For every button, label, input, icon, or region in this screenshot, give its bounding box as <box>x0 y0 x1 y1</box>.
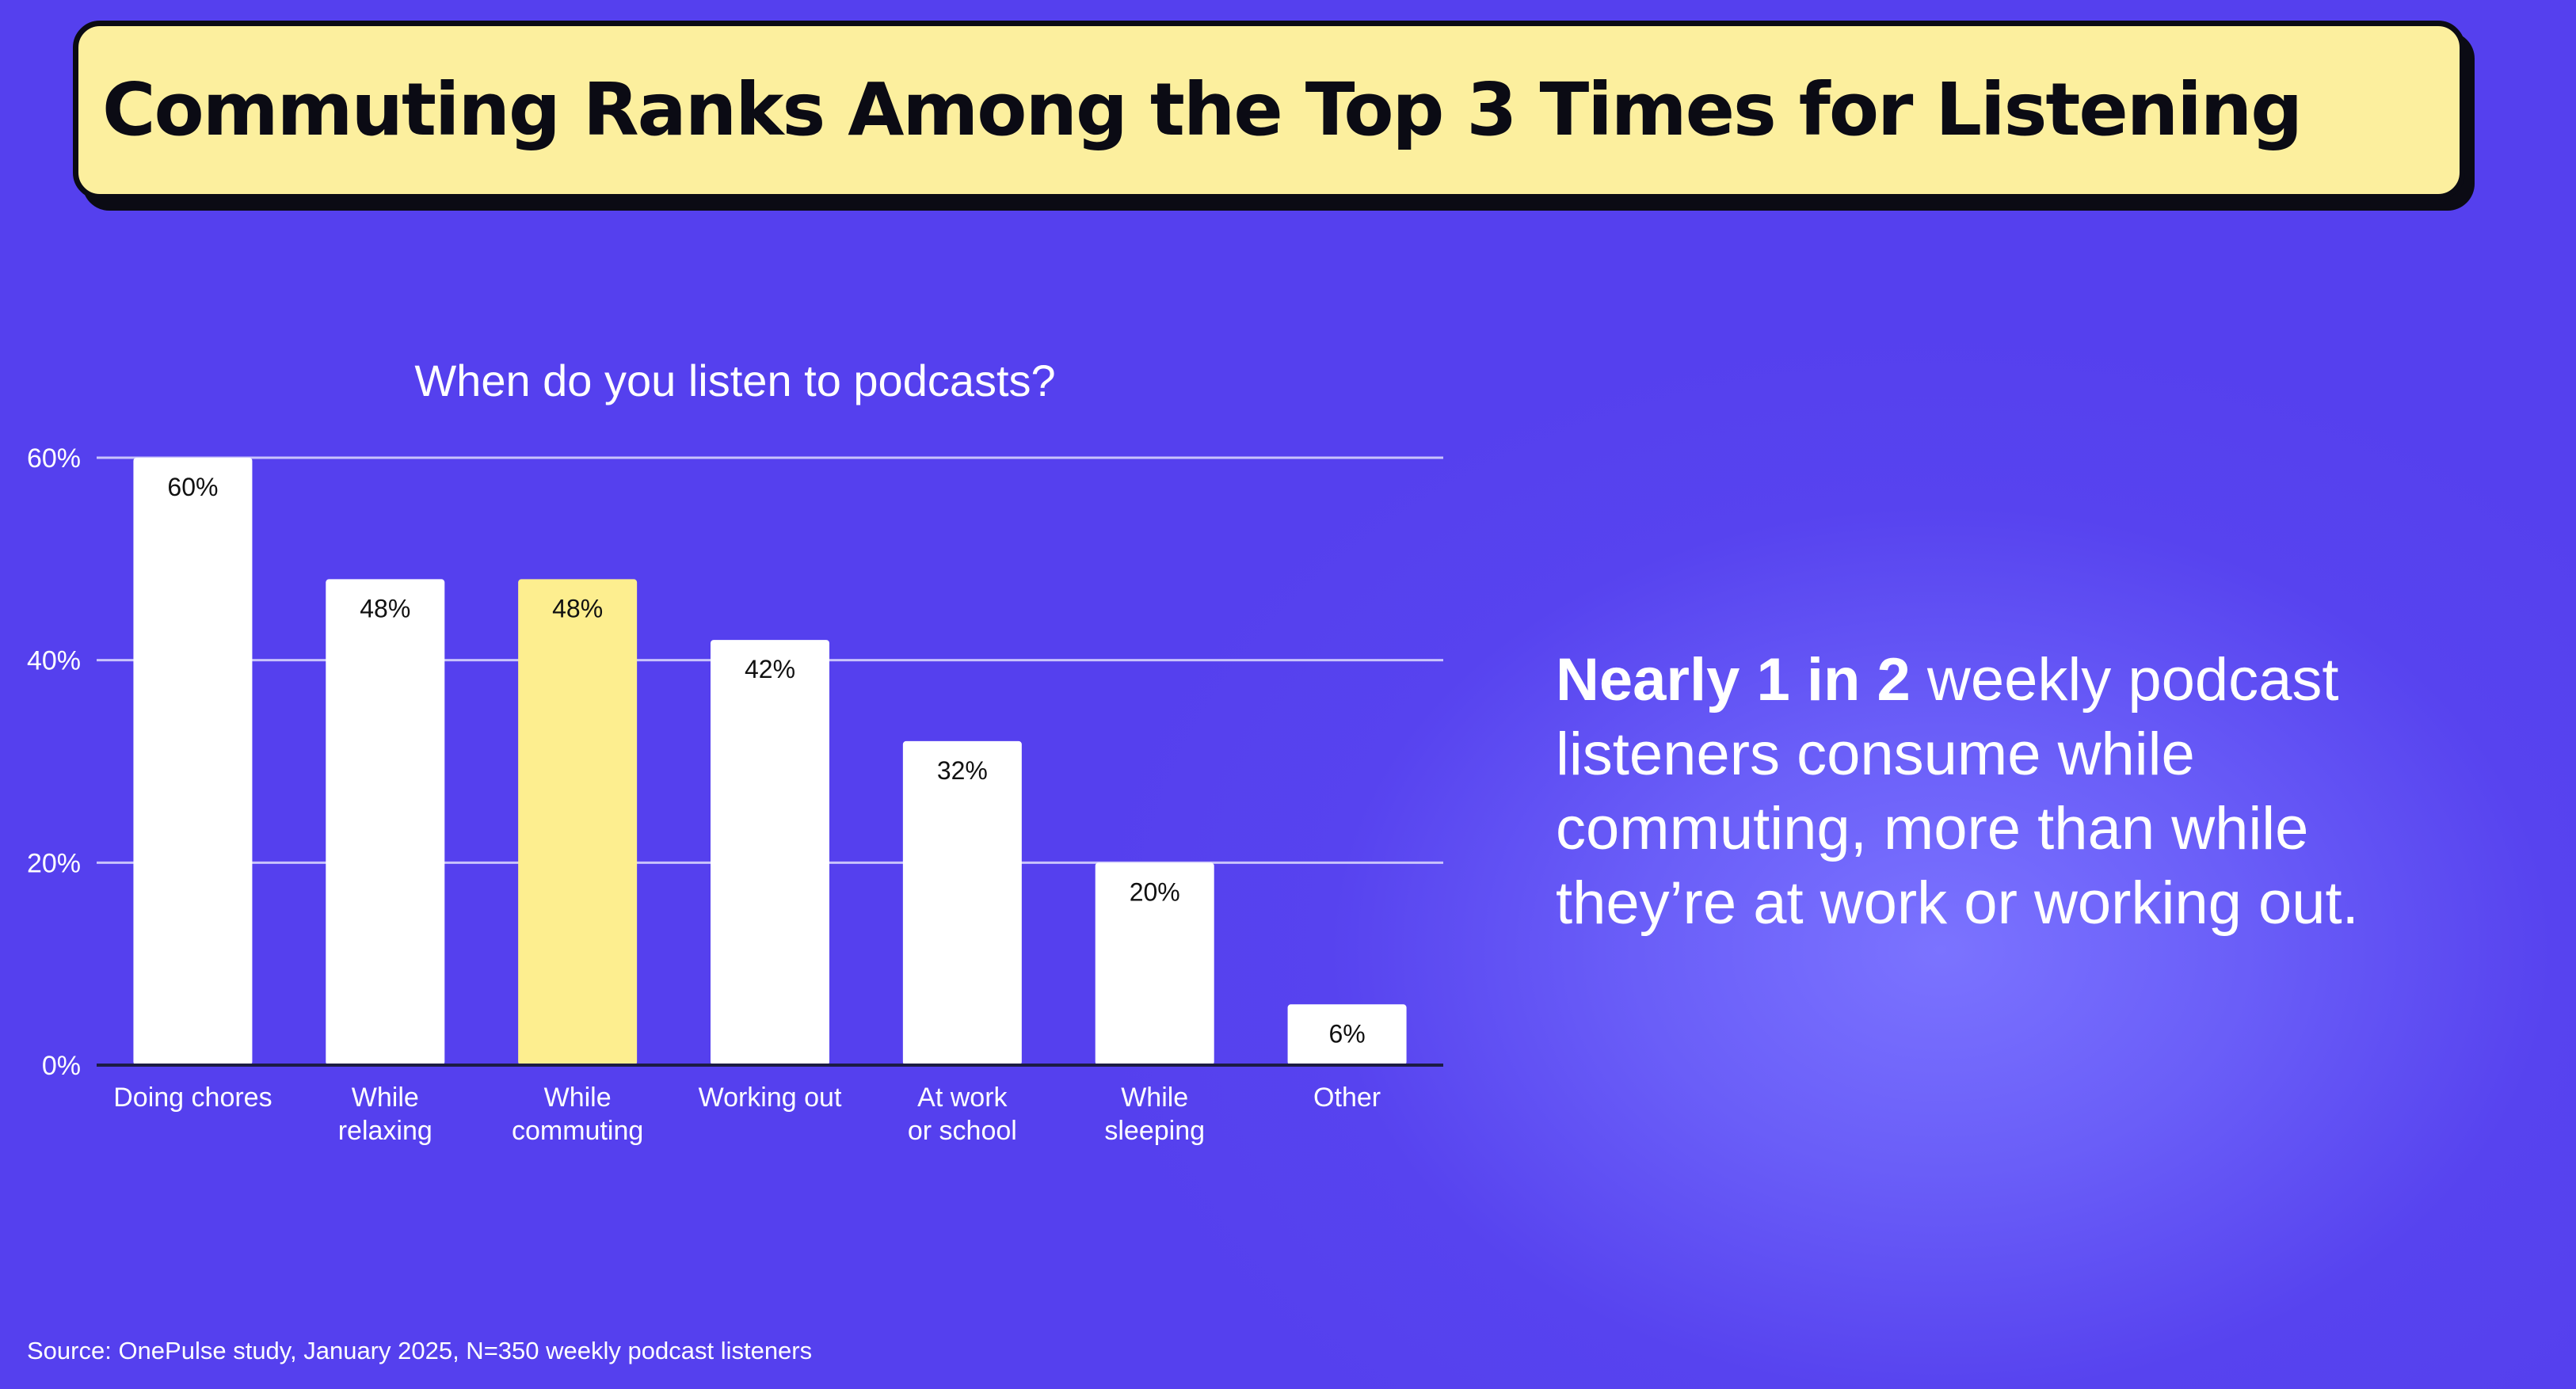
bar <box>902 740 1022 1065</box>
chart-title: When do you listen to podcasts? <box>414 356 1056 405</box>
x-tick-label: Working out <box>699 1083 842 1113</box>
bar <box>518 579 638 1065</box>
y-tick-label: 60% <box>27 443 81 474</box>
bar-value-label: 20% <box>1130 877 1180 906</box>
insight-body: weekly podcast listeners consume while c… <box>1556 646 2359 937</box>
bar <box>711 640 829 1065</box>
bar <box>326 579 445 1065</box>
y-tick-label: 0% <box>42 1051 81 1081</box>
y-tick-label: 20% <box>27 848 81 878</box>
x-tick-label: Doing chores <box>113 1083 272 1113</box>
insight-highlight: Nearly 1 in 2 <box>1556 646 1911 714</box>
x-tick-label: At work or school <box>908 1083 1017 1146</box>
bar-value-label: 48% <box>360 594 410 622</box>
x-tick-label: Other <box>1313 1083 1381 1113</box>
source-note: Source: OnePulse study, January 2025, N=… <box>27 1337 813 1364</box>
bar-value-label: 32% <box>937 756 988 785</box>
bar-value-label: 60% <box>167 473 218 501</box>
bar-value-label: 48% <box>552 594 603 622</box>
bar-value-label: 6% <box>1328 1019 1365 1048</box>
page-title: Commuting Ranks Among the Top 3 Times fo… <box>102 67 2303 152</box>
bar <box>1095 862 1214 1065</box>
x-tick-label: While sleeping <box>1104 1083 1205 1146</box>
bar <box>1287 1004 1407 1065</box>
bar-value-label: 42% <box>745 655 795 683</box>
y-tick-label: 40% <box>27 646 81 676</box>
bar <box>133 458 253 1065</box>
insight-text: Nearly 1 in 2 weekly podcast listeners c… <box>1556 643 2475 941</box>
x-tick-label: While relaxing <box>338 1083 433 1146</box>
x-tick-label: While commuting <box>512 1083 643 1146</box>
title-banner: Commuting Ranks Among the Top 3 Times fo… <box>73 21 2465 200</box>
